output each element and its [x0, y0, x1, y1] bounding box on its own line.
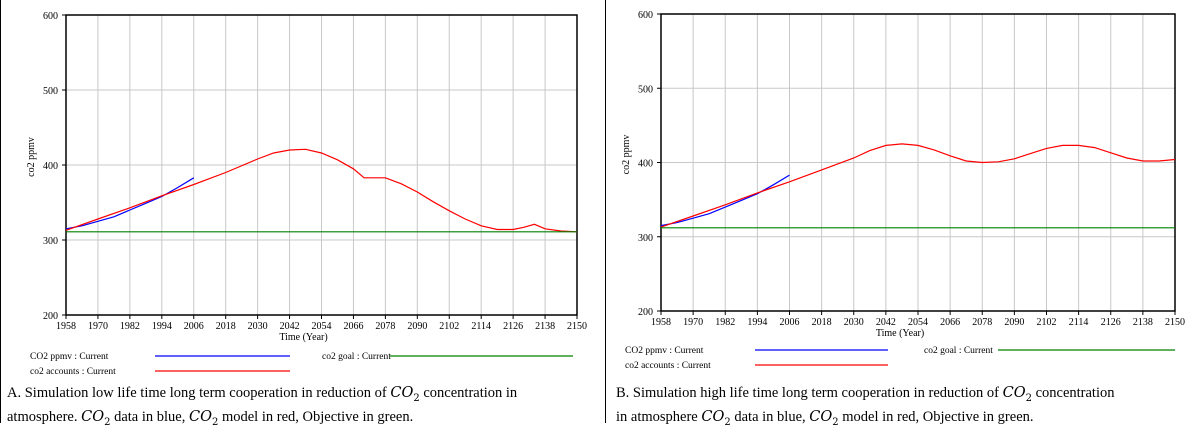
panel-a: 1958 1970 1982 1994 2006 2018 2030 2042 2054 2066… [0, 0, 600, 428]
caption-a-co2-2-main: CO [81, 408, 105, 425]
legend-label: CO2 ppmv : Current [30, 352, 109, 362]
caption-a-co2-1: CO2 [390, 385, 420, 404]
x-tick-label: 2030 [844, 317, 864, 328]
x-tick-label: 2066 [343, 321, 363, 332]
panel-left-border [0, 0, 1, 423]
legend-label: co2 accounts : Current [30, 367, 116, 377]
x-tick-label: 2078 [972, 317, 992, 328]
plot-area: 1958 1970 1982 1994 2006 2018 2030 2042 2054 2066… [621, 10, 1185, 339]
y-tick-label: 500 [43, 86, 58, 97]
legend: CO2 ppmv : Current co2 goal : Current co2 … [625, 346, 1175, 371]
x-tick-label: 2006 [184, 321, 204, 332]
caption-b-co2-2-main: CO [701, 408, 725, 425]
y-tick-label: 400 [638, 159, 653, 170]
y-axis-label: co2 ppmv [621, 135, 632, 175]
legend-label: co2 goal : Current [322, 352, 391, 362]
plot-area: 1958 1970 1982 1994 2006 2018 2030 2042 2054 2066… [26, 11, 587, 343]
y-tick-label: 400 [43, 161, 58, 172]
x-tick-label: 2018 [812, 317, 832, 328]
caption-a-co2-2: CO2 [81, 408, 111, 428]
caption-b-co2-2: CO2 [701, 408, 731, 428]
series-line-co2-ppmv [65, 177, 195, 230]
panel-b: 1958 1970 1982 1994 2006 2018 2030 2042 2054 2066… [606, 0, 1199, 428]
legend-label: CO2 ppmv : Current [625, 346, 704, 356]
x-tick-label: 2030 [248, 321, 268, 332]
caption-b-co2-3: CO2 [809, 408, 839, 428]
x-tick-label: 1982 [715, 317, 735, 328]
x-tick-label: 2066 [940, 317, 960, 328]
y-tick-label: 300 [638, 233, 653, 244]
legend-label: co2 accounts : Current [625, 361, 711, 371]
y-tick-label: 600 [43, 11, 58, 22]
x-tick-label: 2042 [876, 317, 896, 328]
x-tick-label: 2138 [535, 321, 555, 332]
y-tick-label: 200 [43, 311, 58, 322]
x-tick-label: 1958 [651, 317, 671, 328]
x-tick-label: 2114 [471, 321, 491, 332]
y-tick-label: 600 [638, 10, 653, 21]
x-tick-label: 2018 [216, 321, 236, 332]
x-tick-label: 2150 [1165, 317, 1185, 328]
x-tick-label: 1970 [683, 317, 703, 328]
caption-b-co2-1-main: CO [1002, 385, 1026, 401]
panel-divider [605, 0, 606, 423]
x-axis-label: Time (Year) [876, 328, 924, 339]
x-tick-label: 1982 [120, 321, 140, 332]
caption-b-text-2: concentration [1031, 385, 1115, 401]
caption-a-co2-2-sub: 2 [104, 416, 111, 428]
caption-a: A. Simulation low life time long term co… [7, 384, 597, 432]
caption-a-text-4: data in blue, [110, 408, 189, 425]
x-tick-label: 2102 [1037, 317, 1057, 328]
caption-b: B. Simulation high life time long term c… [616, 384, 1196, 432]
y-tick-label: 500 [638, 84, 653, 95]
x-tick-label: 2102 [439, 321, 459, 332]
x-tick-label: 2138 [1133, 317, 1153, 328]
x-axis-label: Time (Year) [279, 332, 327, 343]
caption-a-co2-1-sub: 2 [413, 392, 420, 404]
caption-b-text-1: B. Simulation high life time long term c… [616, 385, 1003, 401]
caption-b-co2-2-sub: 2 [724, 416, 731, 428]
x-tick-label: 2090 [1004, 317, 1024, 328]
caption-a-text-1: A. Simulation low life time long term co… [7, 385, 391, 401]
x-tick-label: 1994 [152, 321, 172, 332]
chart-a: 1958 1970 1982 1994 2006 2018 2030 2042 2054 2066… [26, 11, 587, 377]
caption-a-co2-3: CO2 [188, 408, 219, 428]
x-tick-label: 2054 [312, 321, 332, 332]
caption-b-co2-1-sub: 2 [1025, 392, 1032, 404]
x-tick-label: 2090 [407, 321, 427, 332]
y-tick-label: 300 [43, 236, 58, 247]
caption-b-text-4: data in blue, [730, 408, 810, 425]
series-line-co2-accounts [660, 143, 1176, 228]
caption-b-text-3: in atmosphere [616, 408, 702, 425]
x-tick-label: 2114 [1069, 317, 1089, 328]
x-tick-label: 1970 [88, 321, 108, 332]
caption-b-text-5: model in red, Objective in green. [838, 408, 1034, 425]
x-tick-label: 2126 [503, 321, 523, 332]
caption-a-text-2: concentration in [419, 385, 518, 401]
y-tick-label: 200 [638, 307, 653, 318]
caption-a-text-5: model in red, Objective in green. [218, 408, 414, 425]
legend: CO2 ppmv : Current co2 goal : Current co2 … [30, 352, 573, 377]
series-line-co2-accounts [65, 148, 578, 233]
x-tick-label: 2054 [908, 317, 928, 328]
caption-b-co2-3-sub: 2 [832, 416, 839, 428]
x-tick-label: 1994 [747, 317, 767, 328]
caption-a-co2-3-main: CO [188, 408, 212, 425]
chart-b: 1958 1970 1982 1994 2006 2018 2030 2042 2054 2066… [621, 10, 1185, 371]
y-axis-label: co2 ppmv [26, 137, 37, 177]
caption-a-co2-3-sub: 2 [211, 416, 219, 428]
caption-b-co2-3-main: CO [809, 408, 833, 425]
x-tick-label: 2078 [375, 321, 395, 332]
x-tick-label: 2042 [280, 321, 300, 332]
x-tick-label: 2006 [780, 317, 800, 328]
series-line-co2-ppmv [660, 174, 790, 227]
legend-label: co2 goal : Current [924, 346, 993, 356]
x-tick-label: 2150 [567, 321, 587, 332]
caption-b-co2-1: CO2 [1002, 385, 1032, 404]
caption-a-text-3: atmosphere. [7, 408, 82, 425]
x-tick-label: 1958 [56, 321, 76, 332]
x-tick-label: 2126 [1101, 317, 1121, 328]
caption-a-co2-1-main: CO [390, 385, 414, 401]
